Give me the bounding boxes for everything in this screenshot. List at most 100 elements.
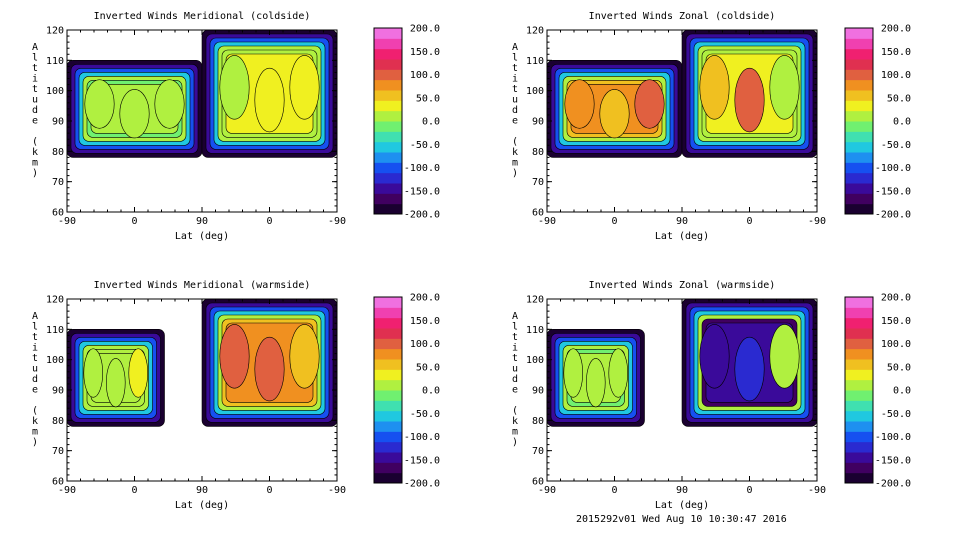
y-axis-label-char: t [512,84,518,95]
y-axis-label-char: A [512,311,518,322]
contour-peak [128,348,149,398]
y-axis-label-char: l [512,322,518,333]
heatmap-region [66,60,203,158]
y-axis-label-char: ) [32,437,38,448]
y-axis-label-char: t [32,332,38,343]
y-axis-label-char: l [512,53,518,64]
colorbar-tick-label: -50.0 [881,140,911,151]
footer-timestamp: 2015292v01 Wed Aug 10 10:30:47 2016 [576,514,787,525]
y-axis-label-char: e [32,385,38,396]
y-axis-label-char: m [512,427,518,438]
contour-peak [564,79,595,129]
colorbar-tick-label: -200.0 [875,479,911,490]
x-tick-label: -90 [808,216,826,227]
colorbar-swatch [374,379,402,391]
colorbar-swatch [845,328,873,339]
colorbar-swatch [845,297,873,308]
y-tick-label: 120 [46,26,64,37]
y-axis-label-char: e [32,116,38,127]
colorbar-tick-label: -150.0 [875,186,911,197]
contour-peak [289,55,320,120]
y-axis-label-char: t [32,63,38,74]
colorbar-tick-label: 50.0 [887,93,911,104]
colorbar-swatch [374,431,402,443]
x-tick-label: 0 [266,485,272,496]
chart-title: Inverted Winds Zonal (coldside) [589,11,776,22]
colorbar-swatch [845,379,873,391]
colorbar-swatch [374,410,402,422]
y-tick-label: 100 [526,86,544,97]
x-tick-label: 0 [746,485,752,496]
colorbar-swatch [845,172,873,184]
y-tick-label: 60 [52,477,64,488]
colorbar-swatch [845,472,873,484]
colorbar-tick-label: 200.0 [881,24,911,35]
colorbar-swatch [845,400,873,412]
y-tick-label: 90 [532,117,544,128]
y-tick-label: 100 [526,355,544,366]
y-axis-label-char: t [512,63,518,74]
y-tick-label: 80 [52,416,64,427]
y-axis-label-char: l [32,53,38,64]
colorbar-swatch [845,203,873,215]
colorbar-swatch [845,452,873,463]
x-tick-label: 0 [611,485,617,496]
colorbar: 200.0 150.0 100.0 50.0 0.0 -50.0 -100.0 -150.0 -… [844,293,911,490]
y-axis-label-char: d [32,105,38,116]
colorbar-swatch [374,193,402,205]
chart-4: Inverted Winds Zonal (warmside) 120 110 100… [512,280,911,511]
colorbar-swatch [845,162,873,174]
colorbar-tick-label: -150.0 [404,455,440,466]
contour-peak [83,348,104,398]
colorbar-swatch [845,441,873,453]
colorbar-swatch [374,297,402,308]
y-tick-label: 70 [532,177,544,188]
contour-peak [254,67,285,133]
contour-peak [585,358,606,408]
contour-peak [769,324,800,389]
contour-peak [219,324,250,389]
colorbar-swatch [845,338,873,350]
y-tick-label: 80 [532,416,544,427]
colorbar-swatch [374,400,402,412]
colorbar-swatch [845,141,873,153]
y-axis-label-char: ( [32,137,38,148]
colorbar-swatch [374,328,402,339]
y-axis-label-char: m [32,427,38,438]
colorbar-swatch [374,38,402,50]
contour-peak [106,358,126,408]
chart-1: Inverted Winds Meridional (coldside) 120 1… [32,11,440,242]
x-axis-label: Lat (deg) [655,500,709,511]
x-tick-label: -90 [328,216,346,227]
colorbar-swatch [374,162,402,174]
chart-title: Inverted Winds Zonal (warmside) [589,280,776,291]
y-axis-label-char: k [512,416,518,427]
y-tick-label: 120 [526,295,544,306]
y-axis-label-char: ( [512,406,518,417]
colorbar-tick-label: 50.0 [416,362,440,373]
contour-peak [289,324,320,389]
colorbar: 200.0 150.0 100.0 50.0 0.0 -50.0 -100.0 -150.0 -… [373,24,440,221]
colorbar-tick-label: -100.0 [404,163,440,174]
y-tick-label: 70 [52,446,64,457]
colorbar-swatch [845,307,873,319]
colorbar-swatch [845,69,873,81]
colorbar-swatch [845,121,873,132]
colorbar-swatch [374,338,402,350]
colorbar-tick-label: 200.0 [410,293,440,304]
x-axis-label: Lat (deg) [655,231,709,242]
colorbar-tick-label: -150.0 [875,455,911,466]
colorbar-swatch [845,193,873,205]
y-axis-label-char: k [512,147,518,158]
contour-peak [254,336,285,402]
x-axis-label: Lat (deg) [175,231,229,242]
contour-peak [734,67,765,133]
contour-peak [599,89,630,139]
y-tick-label: 120 [46,295,64,306]
colorbar-tick-label: 0.0 [893,117,911,128]
y-tick-label: 70 [532,446,544,457]
heatmap-region [66,329,165,427]
colorbar-frame [844,296,874,484]
colorbar-tick-label: -50.0 [410,409,440,420]
